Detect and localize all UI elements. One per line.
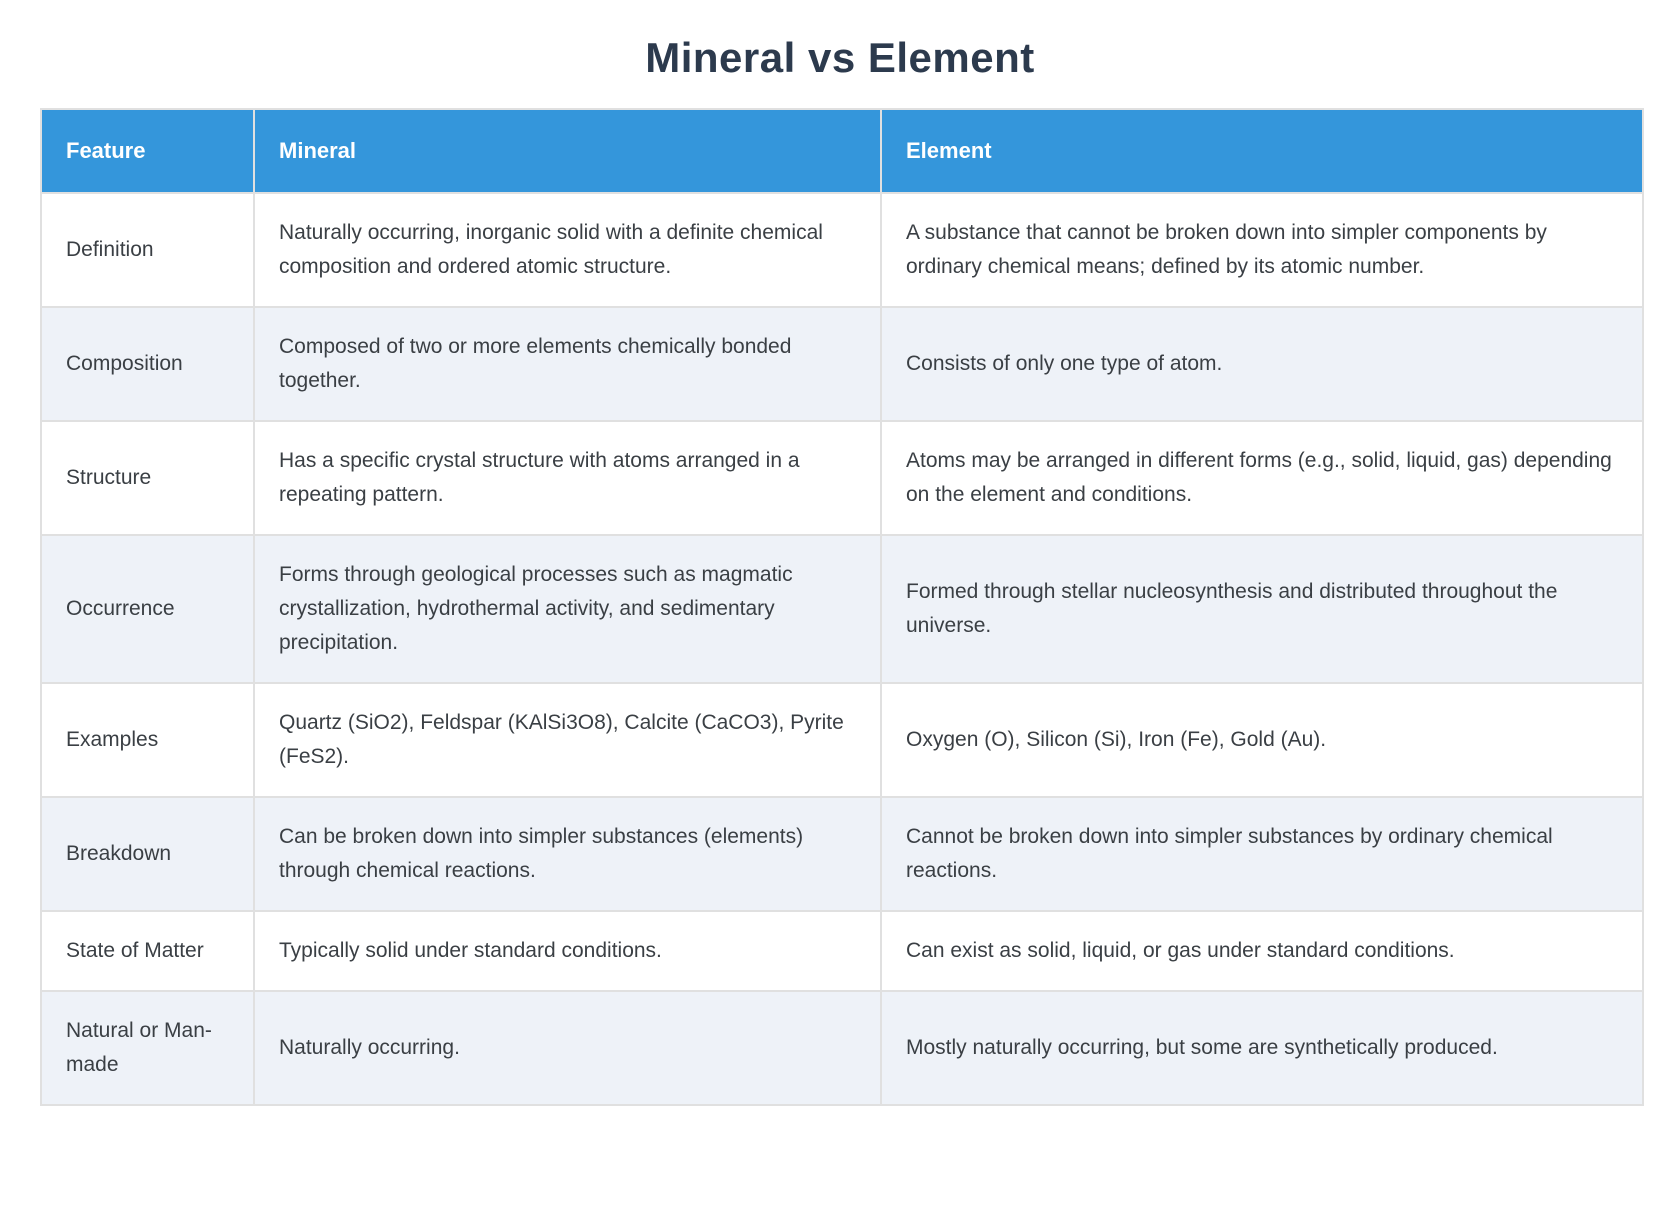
cell-element: Mostly naturally occurring, but some are… (880, 990, 1644, 1106)
table-row: Breakdown Can be broken down into simpler… (40, 796, 1644, 912)
cell-element: Cannot be broken down into simpler subst… (880, 796, 1644, 912)
cell-mineral: Forms through geological processes such … (253, 534, 882, 684)
table-row: State of Matter Typically solid under sta… (40, 910, 1644, 992)
cell-element: Can exist as solid, liquid, or gas under… (880, 910, 1644, 992)
table-row: Definition Naturally occurring, inorganic… (40, 192, 1644, 308)
table-header: Feature Mineral Element (40, 108, 1644, 194)
cell-element: Consists of only one type of atom. (880, 306, 1644, 422)
cell-feature: Natural or Man-made (40, 990, 255, 1106)
header-row: Feature Mineral Element (40, 108, 1644, 194)
cell-mineral: Quartz (SiO2), Feldspar (KAlSi3O8), Calc… (253, 682, 882, 798)
cell-mineral: Naturally occurring. (253, 990, 882, 1106)
cell-feature: Breakdown (40, 796, 255, 912)
table-row: Examples Quartz (SiO2), Feldspar (KAlSi3O… (40, 682, 1644, 798)
page-title: Mineral vs Element (645, 34, 1035, 81)
table-row: Natural or Man-made Naturally occurring. M… (40, 990, 1644, 1106)
cell-feature: State of Matter (40, 910, 255, 992)
cell-element: Oxygen (O), Silicon (Si), Iron (Fe), Gol… (880, 682, 1644, 798)
column-header-feature: Feature (40, 108, 255, 194)
cell-element: Atoms may be arranged in different forms… (880, 420, 1644, 536)
cell-feature: Examples (40, 682, 255, 798)
column-header-element: Element (880, 108, 1644, 194)
cell-feature: Occurrence (40, 534, 255, 684)
cell-mineral: Composed of two or more elements chemica… (253, 306, 882, 422)
cell-mineral: Naturally occurring, inorganic solid wit… (253, 192, 882, 308)
cell-feature: Definition (40, 192, 255, 308)
cell-mineral: Has a specific crystal structure with at… (253, 420, 882, 536)
cell-feature: Structure (40, 420, 255, 536)
cell-element: Formed through stellar nucleosynthesis a… (880, 534, 1644, 684)
cell-mineral: Can be broken down into simpler substanc… (253, 796, 882, 912)
cell-feature: Composition (40, 306, 255, 422)
table-body: Definition Naturally occurring, inorganic… (40, 192, 1644, 1106)
table-row: Occurrence Forms through geological proce… (40, 534, 1644, 684)
column-header-mineral: Mineral (253, 108, 882, 194)
cell-element: A substance that cannot be broken down i… (880, 192, 1644, 308)
table-row: Composition Composed of two or more eleme… (40, 306, 1644, 422)
table-row: Structure Has a specific crystal structur… (40, 420, 1644, 536)
cell-mineral: Typically solid under standard condition… (253, 910, 882, 992)
comparison-table: Feature Mineral Element Definition Natura… (40, 108, 1644, 1106)
